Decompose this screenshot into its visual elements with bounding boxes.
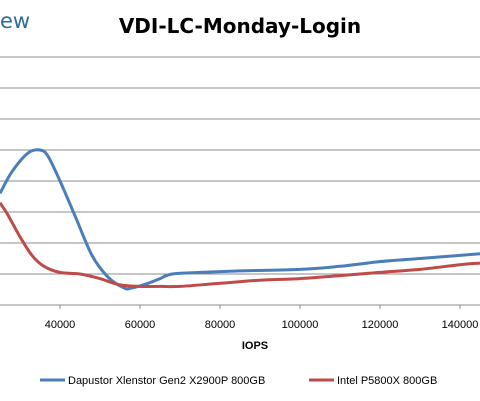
x-tick-label: 60000 (125, 319, 156, 331)
series-layer (0, 148, 480, 291)
legend-label-1: Dapustor Xlenstor Gen2 X2900P 800GB (68, 375, 265, 387)
x-tick-label: 80000 (205, 319, 236, 331)
chart-title: VDI-LC-Monday-Login (119, 14, 361, 38)
x-tick-label: 140000 (442, 319, 479, 331)
legend: Dapustor Xlenstor Gen2 X2900P 800GB Intel… (40, 375, 437, 387)
x-tick-label: 100000 (282, 319, 319, 331)
series-line-1 (0, 148, 480, 291)
x-axis-title: IOPS (242, 340, 268, 352)
x-tick-label: 120000 (362, 319, 399, 331)
gridlines (0, 56, 480, 275)
x-axis: 40000 60000 80000 100000 120000 140000 (0, 304, 480, 331)
legend-label-2: Intel P5800X 800GB (337, 375, 437, 387)
x-tick-label: 40000 (45, 319, 76, 331)
series-line-2 (0, 201, 480, 289)
brand-logo-text: ew (0, 9, 30, 33)
